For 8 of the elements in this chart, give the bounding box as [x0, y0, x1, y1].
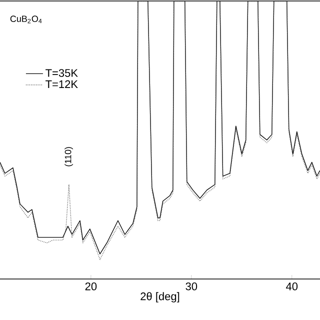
- x-tick-label: 30: [186, 282, 198, 290]
- annotation: CuB$_{2}$O$_{4}$: [10, 16, 42, 24]
- x-tick-label: 20: [85, 282, 97, 290]
- x-axis-title: 2θ [deg]: [140, 292, 180, 302]
- annotation: (110): [64, 147, 73, 166]
- x-tick-label: 40: [286, 282, 298, 290]
- legend-label: T=35K: [46, 69, 78, 77]
- legend-label: T=12K: [46, 80, 78, 88]
